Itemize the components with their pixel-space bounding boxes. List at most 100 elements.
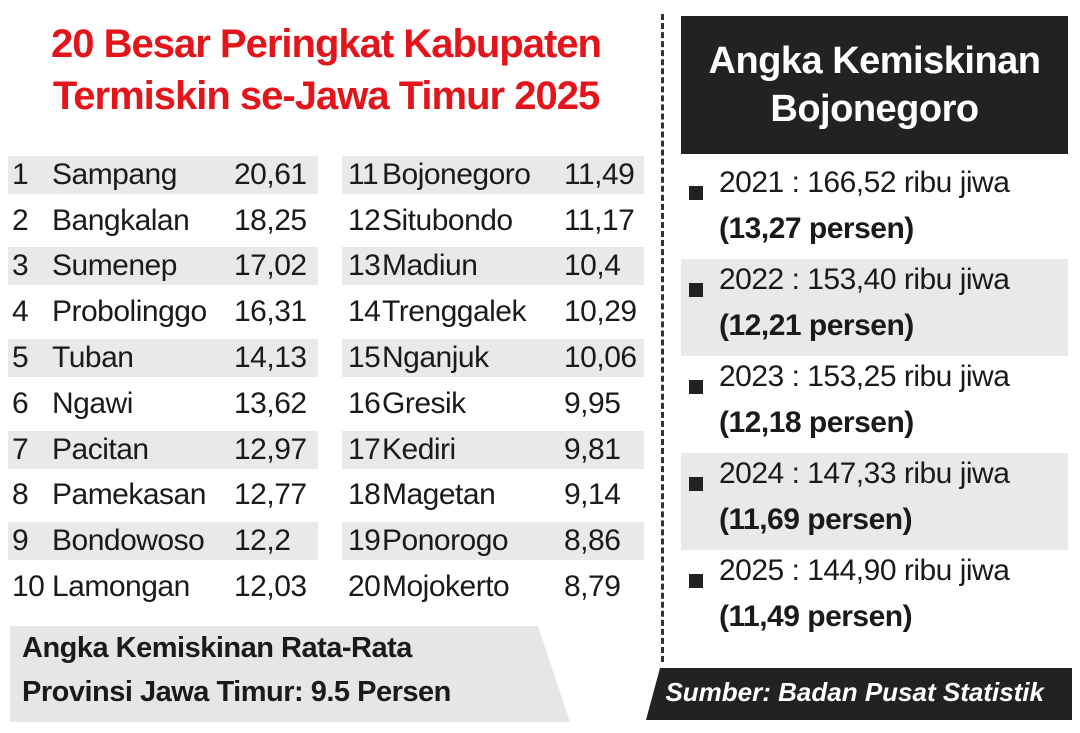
year-item-2023: 2023 : 153,25 ribu jiwa (12,18 persen)	[681, 356, 1068, 453]
regency-name: Bojonegoro	[382, 157, 531, 191]
poverty-value: 18,25	[234, 203, 307, 237]
poverty-value: 9,81	[564, 432, 621, 466]
rank-number: 11	[348, 157, 379, 191]
poverty-value: 14,13	[234, 341, 307, 375]
poverty-value: 9,95	[564, 386, 621, 420]
province-average-box: Angka Kemiskinan Rata-Rata Provinsi Jawa…	[10, 626, 570, 722]
regency-name: Madiun	[382, 249, 478, 283]
rank-number: 17	[348, 432, 381, 466]
poverty-value: 17,02	[234, 249, 307, 283]
year-population: 2025 : 144,90 ribu jiwa	[719, 554, 1010, 587]
square-bullet-icon	[689, 477, 703, 491]
year-percentage: (12,18 persen)	[719, 406, 914, 439]
square-bullet-icon	[689, 380, 703, 394]
ranking-entry-16: 16 Gresik 9,95	[342, 385, 644, 423]
year-population: 2023 : 153,25 ribu jiwa	[719, 360, 1010, 393]
ranking-entry-20: 20 Mojokerto 8,79	[342, 568, 644, 606]
bojonegoro-title-box: Angka Kemiskinan Bojonegoro	[681, 16, 1068, 154]
ranking-table: 1 Sampang 20,61 11 Bojonegoro 11,49 2 Ba…	[8, 152, 644, 610]
ranking-entry-19: 19 Ponorogo 8,86	[342, 522, 644, 561]
poverty-value: 13,62	[234, 386, 307, 420]
regency-name: Ngawi	[52, 386, 133, 420]
rank-number: 6	[12, 386, 29, 420]
square-bullet-icon	[689, 574, 703, 588]
ranking-entry-13: 13 Madiun 10,4	[342, 247, 644, 286]
poverty-value: 10,4	[564, 249, 621, 283]
ranking-entry-18: 18 Magetan 9,14	[342, 476, 644, 514]
ranking-entry-17: 17 Kediri 9,81	[342, 430, 644, 469]
poverty-value: 12,97	[234, 432, 307, 466]
year-percentage: (12,21 persen)	[719, 309, 914, 342]
poverty-value: 8,79	[564, 570, 621, 604]
regency-name: Pacitan	[52, 432, 149, 466]
ranking-entry-8: 8 Pamekasan 12,77	[8, 476, 318, 514]
poverty-value: 8,86	[564, 524, 621, 558]
regency-name: Tuban	[52, 341, 134, 375]
regency-name: Magetan	[382, 478, 496, 512]
poverty-value: 10,06	[564, 341, 637, 375]
ranking-entry-2: 2 Bangkalan 18,25	[8, 202, 318, 240]
regency-name: Lamongan	[52, 570, 190, 604]
regency-name: Bondowoso	[52, 524, 205, 558]
poverty-value: 16,31	[234, 295, 307, 329]
regency-name: Nganjuk	[382, 341, 489, 375]
ranking-entry-10: 10 Lamongan 12,03	[8, 568, 318, 606]
rank-number: 18	[348, 478, 381, 512]
ranking-entry-11: 11 Bojonegoro 11,49	[342, 155, 644, 194]
rank-number: 19	[348, 524, 381, 558]
rank-number: 3	[12, 249, 29, 283]
ranking-row: 2 Bangkalan 18,25 12 Situbondo 11,17	[8, 198, 644, 244]
poverty-value: 20,61	[234, 157, 307, 191]
regency-name: Ponorogo	[382, 524, 509, 558]
province-average-line-2: Provinsi Jawa Timur: 9.5 Persen	[22, 676, 451, 708]
poverty-value: 12,77	[234, 478, 307, 512]
year-percentage: (11,49 persen)	[719, 600, 913, 633]
title-line-2: Termiskin se-Jawa Timur 2025	[52, 74, 600, 118]
regency-name: Gresik	[382, 386, 466, 420]
regency-name: Probolinggo	[52, 295, 207, 329]
ranking-row: 6 Ngawi 13,62 16 Gresik 9,95	[8, 381, 644, 427]
ranking-row: 9 Bondowoso 12,2 19 Ponorogo 8,86	[8, 518, 644, 564]
poverty-value: 12,03	[234, 570, 307, 604]
year-item-2024: 2024 : 147,33 ribu jiwa (11,69 persen)	[681, 453, 1068, 550]
column-divider	[661, 14, 664, 662]
regency-name: Trenggalek	[382, 295, 526, 329]
regency-name: Mojokerto	[382, 570, 510, 604]
ranking-entry-3: 3 Sumenep 17,02	[8, 247, 318, 286]
poverty-value: 9,14	[564, 478, 621, 512]
rank-number: 14	[348, 295, 381, 329]
regency-name: Situbondo	[382, 203, 513, 237]
rank-number: 13	[348, 249, 381, 283]
ranking-row: 4 Probolinggo 16,31 14 Trenggalek 10,29	[8, 289, 644, 335]
province-average-line-1: Angka Kemiskinan Rata-Rata	[22, 632, 412, 664]
ranking-row: 3 Sumenep 17,02 13 Madiun 10,4	[8, 244, 644, 290]
rank-number: 10	[12, 570, 45, 604]
poverty-value: 11,17	[564, 203, 635, 237]
regency-name: Sumenep	[52, 249, 177, 283]
rank-number: 16	[348, 386, 381, 420]
rank-number: 5	[12, 341, 29, 375]
rank-number: 4	[12, 295, 29, 329]
source-box: Sumber: Badan Pusat Statistik	[646, 668, 1072, 720]
year-percentage: (11,69 persen)	[719, 503, 913, 536]
square-bullet-icon	[689, 283, 703, 297]
ranking-row: 10 Lamongan 12,03 20 Mojokerto 8,79	[8, 564, 644, 610]
ranking-entry-14: 14 Trenggalek 10,29	[342, 293, 644, 331]
ranking-row: 8 Pamekasan 12,77 18 Magetan 9,14	[8, 473, 644, 519]
bojonegoro-title-line-2: Bojonegoro	[770, 88, 979, 130]
rank-number: 9	[12, 524, 29, 558]
year-population: 2021 : 166,52 ribu jiwa	[719, 166, 1010, 199]
infographic-title: 20 Besar Peringkat Kabupaten Termiskin s…	[0, 18, 652, 122]
poverty-value: 10,29	[564, 295, 637, 329]
rank-number: 1	[12, 157, 29, 191]
ranking-entry-4: 4 Probolinggo 16,31	[8, 293, 318, 331]
regency-name: Kediri	[382, 432, 456, 466]
year-percentage: (13,27 persen)	[719, 212, 914, 245]
title-line-1: 20 Besar Peringkat Kabupaten	[51, 22, 602, 66]
ranking-entry-15: 15 Nganjuk 10,06	[342, 339, 644, 378]
ranking-entry-5: 5 Tuban 14,13	[8, 339, 318, 378]
source-text: Sumber: Badan Pusat Statistik	[665, 677, 1044, 707]
ranking-entry-12: 12 Situbondo 11,17	[342, 202, 644, 240]
rank-number: 15	[348, 341, 381, 375]
ranking-row: 7 Pacitan 12,97 17 Kediri 9,81	[8, 427, 644, 473]
